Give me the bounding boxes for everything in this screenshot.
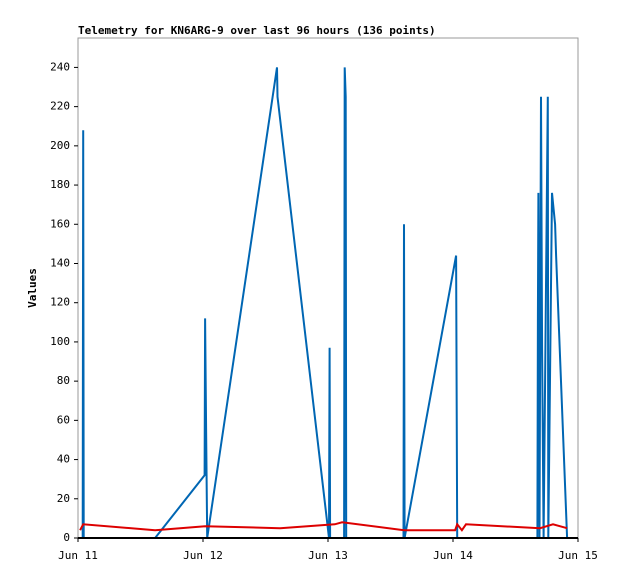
series-line	[79, 521, 568, 532]
x-tick-label: Jun 12	[183, 549, 223, 562]
y-tick-label: 120	[50, 296, 70, 309]
y-tick-label: 180	[50, 178, 70, 191]
y-tick-label: 20	[57, 492, 70, 505]
y-tick-label: 220	[50, 100, 70, 113]
y-tick-label: 240	[50, 60, 70, 73]
x-tick-label: Jun 11	[58, 549, 98, 562]
y-tick-label: 140	[50, 256, 70, 269]
y-tick-label: 100	[50, 335, 70, 348]
y-tick-label: 80	[57, 374, 70, 387]
x-tick-label: Jun 15	[558, 549, 598, 562]
y-tick-label: 160	[50, 217, 70, 230]
y-tick-label: 60	[57, 413, 70, 426]
series-line	[81, 67, 569, 539]
chart-title: Telemetry for KN6ARG-9 over last 96 hour…	[78, 24, 436, 37]
y-tick-label: 40	[57, 453, 70, 466]
x-tick-label: Jun 13	[308, 549, 348, 562]
y-tick-label: 0	[63, 531, 70, 544]
y-tick-label: 200	[50, 139, 70, 152]
y-axis-label: Values	[26, 268, 39, 308]
x-tick-label: Jun 14	[433, 549, 473, 562]
